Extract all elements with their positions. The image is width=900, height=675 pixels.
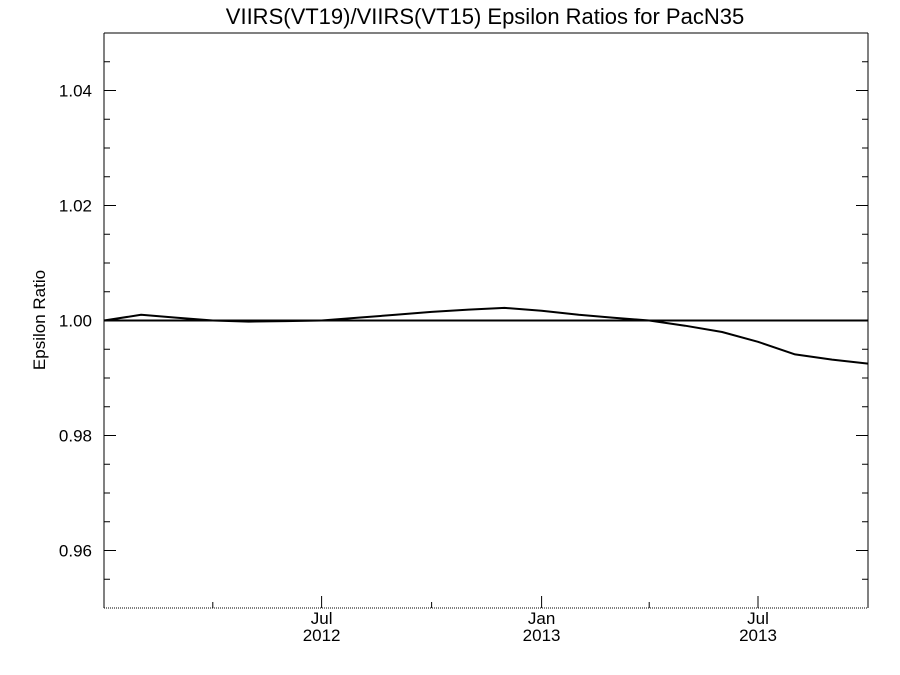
x-tick-label: 2012 — [303, 626, 341, 645]
chart-title: VIIRS(VT19)/VIIRS(VT15) Epsilon Ratios f… — [226, 4, 744, 29]
x-tick-label: Jul — [747, 609, 769, 628]
x-tick-label: 2013 — [739, 626, 777, 645]
y-tick-label: 1.00 — [59, 312, 92, 331]
y-tick-label: 1.04 — [59, 82, 92, 101]
y-tick-label: 0.98 — [59, 427, 92, 446]
series-line — [103, 306, 869, 365]
x-tick-label: Jan — [528, 609, 555, 628]
x-tick-label: Jul — [311, 609, 333, 628]
y-axis-label: Epsilon Ratio — [30, 270, 49, 370]
y-tick-label: 1.02 — [59, 197, 92, 216]
x-tick-label: 2013 — [523, 626, 561, 645]
y-tick-label: 0.96 — [59, 542, 92, 561]
